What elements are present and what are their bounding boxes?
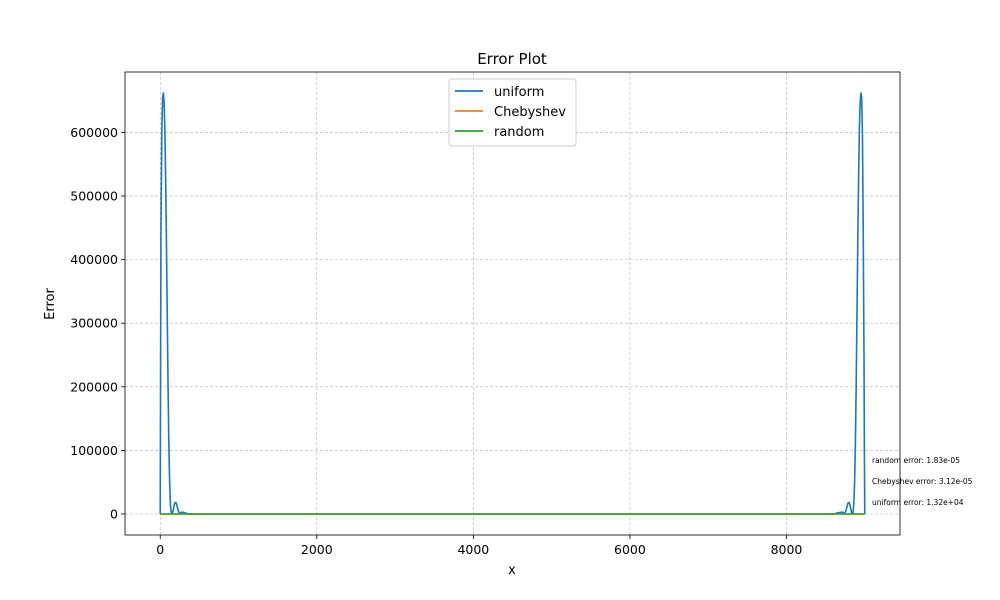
y-tick-label: 200000 xyxy=(70,379,118,394)
y-tick-label: 500000 xyxy=(70,189,118,204)
legend: uniform Chebyshev random xyxy=(448,78,577,147)
y-tick-label: 600000 xyxy=(70,125,118,140)
plot-frame xyxy=(124,71,901,536)
annotation-chebyshev-error: Chebyshev error: 3.12e-05 xyxy=(872,477,973,486)
y-tick-label: 0 xyxy=(110,507,118,522)
legend-label-chebyshev: Chebyshev xyxy=(494,105,566,120)
y-tick-label: 400000 xyxy=(70,252,118,267)
plot-lines xyxy=(159,92,866,515)
legend-label-uniform: uniform xyxy=(494,85,544,100)
annotation-random-error: random error: 1.83e-05 xyxy=(872,456,960,465)
y-tick-label: 300000 xyxy=(70,316,118,331)
x-axis-ticks: 0 2000 4000 6000 8000 xyxy=(156,535,802,557)
chart-title: Error Plot xyxy=(477,50,547,68)
x-axis-label: x xyxy=(508,563,516,578)
x-tick-label: 0 xyxy=(156,542,164,557)
x-tick-label: 4000 xyxy=(457,542,489,557)
legend-box xyxy=(448,78,577,147)
x-tick-label: 6000 xyxy=(614,542,646,557)
y-axis-label: Error xyxy=(43,288,58,320)
y-axis-ticks: 0 100000 200000 300000 400000 500000 600000 xyxy=(70,125,125,522)
annotation-uniform-error: uniform error: 1.32e+04 xyxy=(872,498,964,507)
x-tick-label: 2000 xyxy=(301,542,333,557)
legend-label-random: random xyxy=(494,125,544,140)
x-tick-label: 8000 xyxy=(771,542,803,557)
y-tick-label: 100000 xyxy=(70,443,118,458)
error-annotations: random error: 1.83e-05 Chebyshev error: … xyxy=(872,456,973,507)
